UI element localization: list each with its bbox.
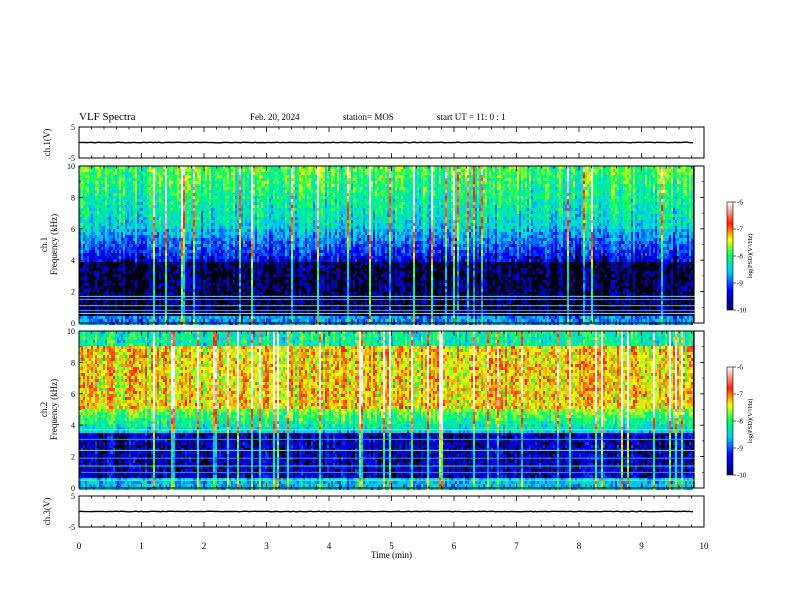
xtick-label: 1: [139, 541, 144, 551]
colorbar-tick-label: -10: [737, 307, 747, 315]
ytick-label: 0: [71, 484, 75, 493]
ytick-label: 6: [71, 390, 75, 399]
ylabel-frequency: Frequency (kHz): [49, 379, 59, 440]
station-label: station= MOS: [343, 112, 394, 122]
start-time-label: start UT = 11: 0 : 1: [437, 112, 506, 122]
ch3-voltage-trace: [78, 510, 694, 513]
plot-title: VLF Spectra: [79, 111, 136, 123]
spectrogram-ch2: [79, 331, 695, 490]
colorbar-tick-label: -9: [737, 280, 743, 288]
xtick-label: 3: [264, 541, 269, 551]
xtick-label: 9: [639, 541, 644, 551]
ylabel-frequency: Frequency (kHz): [49, 214, 59, 275]
colorbar-label: log(PSD)(V²/Hz): [747, 234, 754, 279]
spectrogram-ch1: [79, 166, 695, 325]
ytick-label: 10: [67, 327, 75, 336]
colorbar-ch2: [726, 366, 734, 476]
xtick-label: 4: [327, 541, 332, 551]
ytick-label: 4: [71, 256, 75, 265]
colorbar-ch1: [726, 201, 734, 311]
ytick-label: 5: [71, 123, 75, 132]
xtick-label: 0: [77, 541, 82, 551]
xtick-label: 2: [202, 541, 207, 551]
xtick-label: 7: [514, 541, 519, 551]
ytick-label: -5: [68, 523, 75, 532]
ytick-label: 4: [71, 421, 75, 430]
xtick-label: 5: [389, 541, 394, 551]
ytick-label: -5: [68, 154, 75, 163]
ytick-label: 2: [71, 288, 75, 297]
xaxis-label: Time (min): [371, 550, 412, 560]
ytick-label: 5: [71, 492, 75, 501]
ytick-label: 2: [71, 453, 75, 462]
ytick-label: 8: [71, 193, 75, 202]
colorbar-tick-label: -8: [737, 418, 743, 426]
ylabel-channel: ch.2: [39, 402, 49, 417]
xtick-label: 10: [700, 541, 710, 551]
ylabel-channel: ch.1: [39, 237, 49, 252]
colorbar-tick-label: -6: [737, 364, 743, 372]
colorbar-tick-label: -6: [737, 199, 743, 207]
colorbar-tick-label: -9: [737, 445, 743, 453]
colorbar-tick-label: -8: [737, 253, 743, 261]
ytick-label: 8: [71, 358, 75, 367]
ytick-label: 10: [67, 162, 75, 171]
ylabel-voltage: ch.1(V): [42, 129, 52, 157]
date-label: Feb. 20, 2024: [250, 112, 300, 122]
colorbar-tick-label: -7: [737, 391, 743, 399]
colorbar-label: log(PSD)(V²/Hz): [747, 399, 754, 444]
ytick-label: 0: [71, 319, 75, 328]
ch1-voltage-trace: [78, 141, 693, 144]
colorbar-tick-label: -7: [737, 226, 743, 234]
xtick-label: 8: [577, 541, 582, 551]
ylabel-voltage: ch.3(V): [42, 498, 52, 526]
ytick-label: 6: [71, 225, 75, 234]
colorbar-tick-label: -10: [737, 472, 747, 480]
xtick-label: 6: [452, 541, 457, 551]
